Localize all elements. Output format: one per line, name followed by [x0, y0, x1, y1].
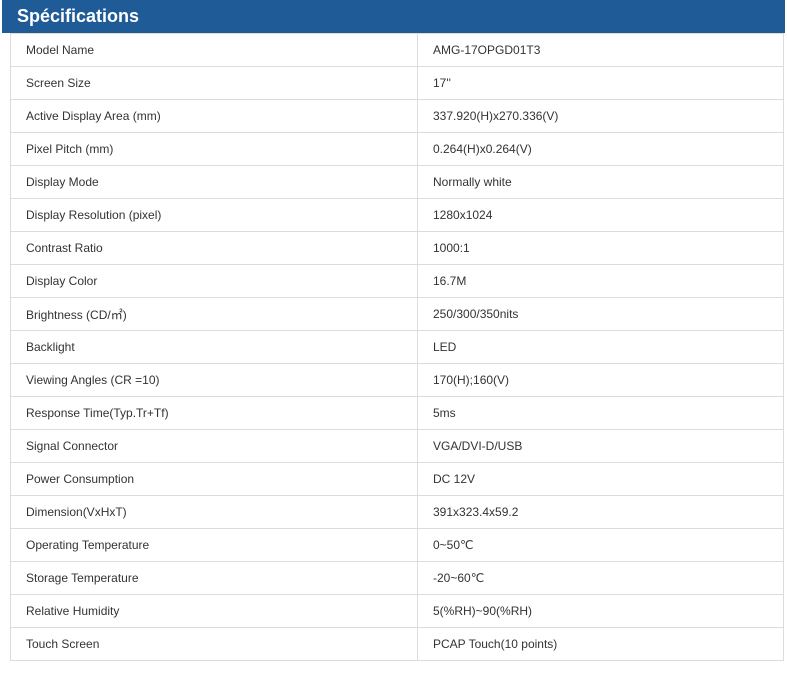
spec-row: Display Color 16.7M [10, 264, 784, 298]
section-header: Spécifications [2, 0, 785, 33]
spec-label: Display Mode [10, 165, 418, 199]
spec-label: Contrast Ratio [10, 231, 418, 265]
spec-row: Relative Humidity 5(%RH)~90(%RH) [10, 594, 784, 628]
spec-label: Display Color [10, 264, 418, 298]
spec-label: Pixel Pitch (mm) [10, 132, 418, 166]
spec-row: Screen Size 17'' [10, 66, 784, 100]
spec-label: Storage Temperature [10, 561, 418, 595]
spec-label: Power Consumption [10, 462, 418, 496]
spec-value: Normally white [417, 165, 784, 199]
spec-row: Touch Screen PCAP Touch(10 points) [10, 627, 784, 661]
spec-value: 391x323.4x59.2 [417, 495, 784, 529]
spec-label: Operating Temperature [10, 528, 418, 562]
spec-row: Display Resolution (pixel) 1280x1024 [10, 198, 784, 232]
spec-value: 17'' [417, 66, 784, 100]
spec-label: Signal Connector [10, 429, 418, 463]
spec-row: Response Time(Typ.Tr+Tf) 5ms [10, 396, 784, 430]
spec-label: Touch Screen [10, 627, 418, 661]
spec-value: PCAP Touch(10 points) [417, 627, 784, 661]
spec-row: Signal Connector VGA/DVI-D/USB [10, 429, 784, 463]
spec-label: Backlight [10, 330, 418, 364]
spec-value: 1280x1024 [417, 198, 784, 232]
spec-value: 0~50℃ [417, 528, 784, 562]
spec-row: Display Mode Normally white [10, 165, 784, 199]
spec-label: Response Time(Typ.Tr+Tf) [10, 396, 418, 430]
spec-value: VGA/DVI-D/USB [417, 429, 784, 463]
spec-row: Active Display Area (mm) 337.920(H)x270.3… [10, 99, 784, 133]
spec-label: Model Name [10, 33, 418, 67]
spec-row: Dimension(VxHxT) 391x323.4x59.2 [10, 495, 784, 529]
spec-value: 1000:1 [417, 231, 784, 265]
spec-value: 5ms [417, 396, 784, 430]
spec-row: Contrast Ratio 1000:1 [10, 231, 784, 265]
spec-row: Storage Temperature -20~60℃ [10, 561, 784, 595]
spec-value: LED [417, 330, 784, 364]
spec-row: Pixel Pitch (mm) 0.264(H)x0.264(V) [10, 132, 784, 166]
spec-label: Display Resolution (pixel) [10, 198, 418, 232]
spec-value: 250/300/350nits [417, 297, 784, 331]
spec-row: Operating Temperature 0~50℃ [10, 528, 784, 562]
spec-label: Relative Humidity [10, 594, 418, 628]
spec-label: Screen Size [10, 66, 418, 100]
spec-row: Power Consumption DC 12V [10, 462, 784, 496]
spec-value: DC 12V [417, 462, 784, 496]
spec-value: 0.264(H)x0.264(V) [417, 132, 784, 166]
spec-value: 170(H);160(V) [417, 363, 784, 397]
spec-label: Brightness (CD/㎡) [10, 297, 418, 331]
spec-row: Backlight LED [10, 330, 784, 364]
spec-label: Active Display Area (mm) [10, 99, 418, 133]
spec-label: Dimension(VxHxT) [10, 495, 418, 529]
spec-table: Model Name AMG-17OPGD01T3 Screen Size 17'' A… [10, 33, 784, 661]
spec-row: Brightness (CD/㎡) 250/300/350nits [10, 297, 784, 331]
spec-value: -20~60℃ [417, 561, 784, 595]
spec-value: AMG-17OPGD01T3 [417, 33, 784, 67]
spec-row: Model Name AMG-17OPGD01T3 [10, 33, 784, 67]
spec-value: 337.920(H)x270.336(V) [417, 99, 784, 133]
spec-label: Viewing Angles (CR =10) [10, 363, 418, 397]
spec-value: 5(%RH)~90(%RH) [417, 594, 784, 628]
spec-value: 16.7M [417, 264, 784, 298]
spec-row: Viewing Angles (CR =10) 170(H);160(V) [10, 363, 784, 397]
